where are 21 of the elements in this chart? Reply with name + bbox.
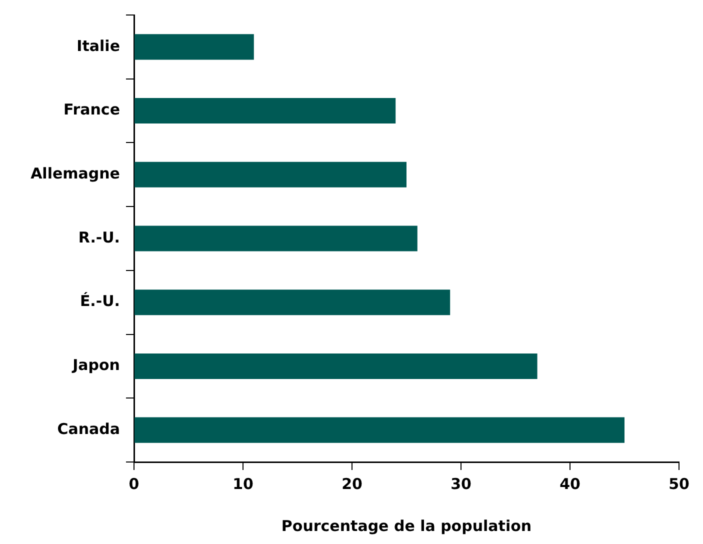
bar (134, 98, 396, 124)
bar (134, 417, 624, 443)
y-tick-label: Japon (72, 356, 120, 374)
bar (134, 353, 538, 379)
y-tick-label: É.-U. (80, 292, 120, 310)
bar (134, 162, 406, 188)
x-tick-label: 0 (128, 474, 140, 493)
x-tick-label: 10 (232, 474, 254, 493)
y-tick-label: Canada (57, 420, 120, 438)
x-tick-label: 20 (342, 474, 362, 493)
bar (134, 226, 418, 252)
y-tick-label: France (63, 100, 120, 119)
y-tick-label: R.-U. (78, 228, 120, 246)
x-axis-title: Pourcentage de la population (281, 516, 532, 535)
y-tick-label: Italie (76, 36, 120, 55)
bar (134, 34, 254, 60)
x-tick-label: 30 (450, 474, 472, 493)
x-tick-label: 50 (668, 474, 690, 493)
y-tick-label: Allemagne (30, 164, 120, 183)
x-tick-label: 40 (560, 474, 580, 493)
bar (134, 290, 450, 316)
